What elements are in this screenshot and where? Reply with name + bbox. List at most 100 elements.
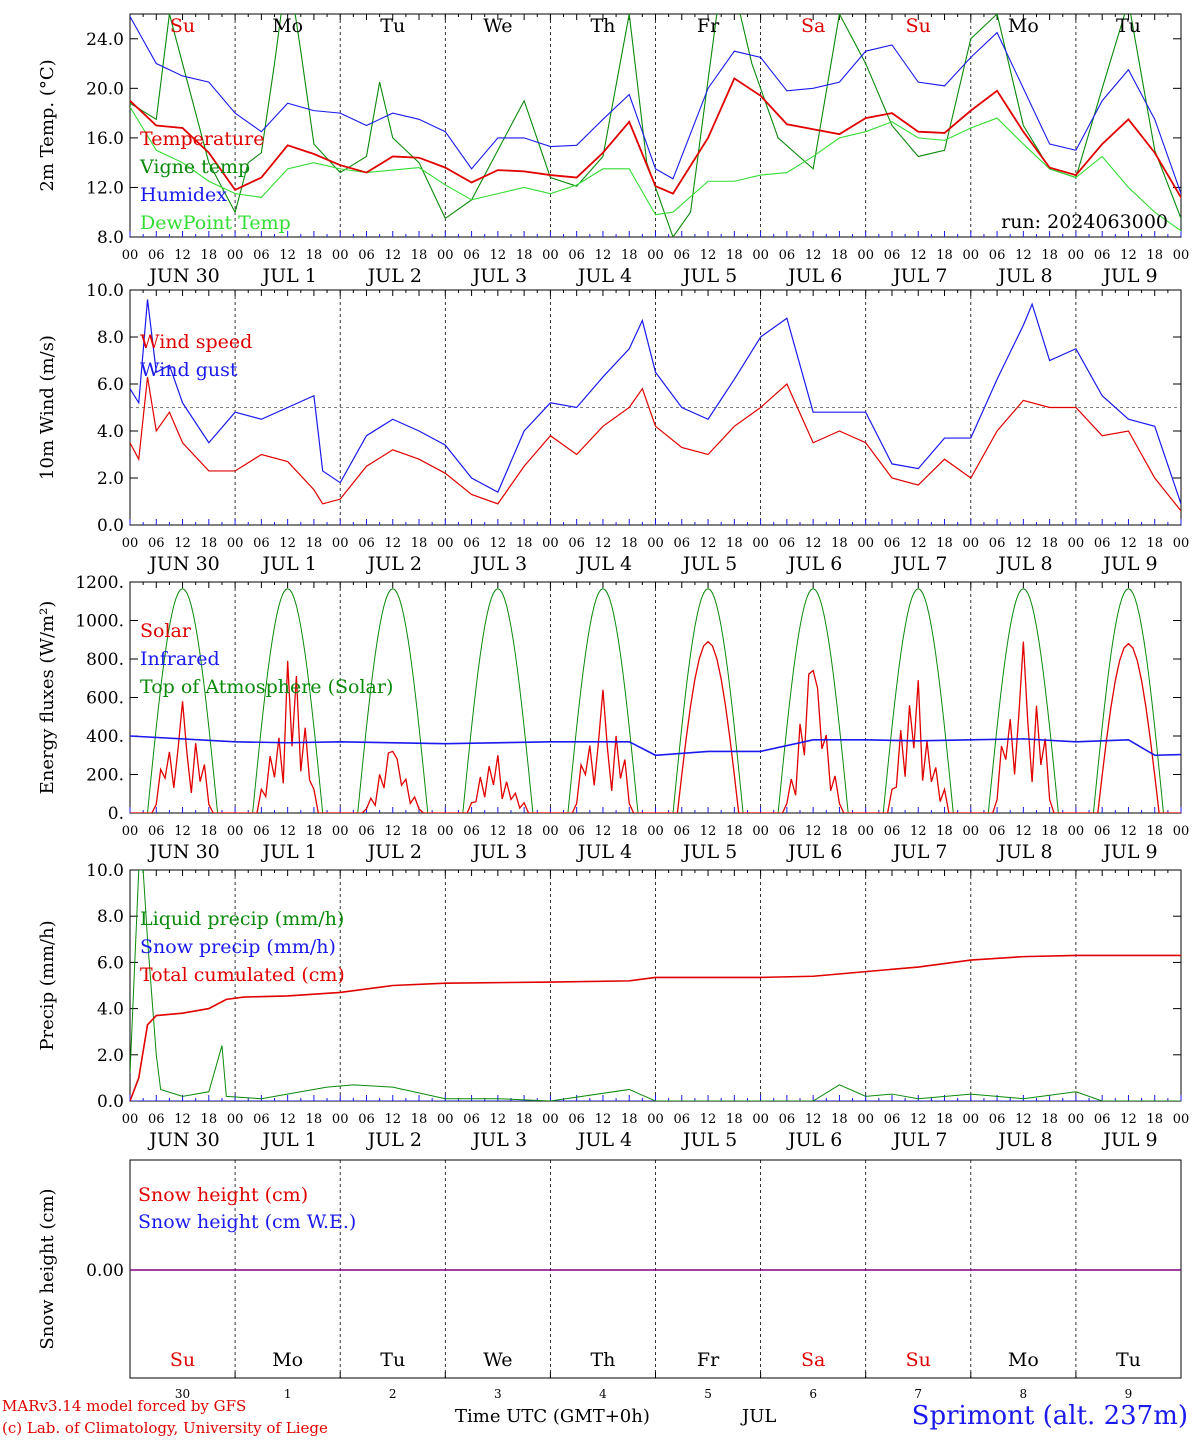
- hour-tick-label: 06: [989, 1112, 1006, 1127]
- legend-2-0: Wind speed: [140, 331, 252, 353]
- hour-tick-label: 06: [674, 1112, 691, 1127]
- hour-tick-label: 12: [910, 824, 927, 839]
- y-tick-label: 10.0: [86, 861, 124, 881]
- y-tick-label: 8.0: [97, 907, 124, 927]
- date-label: JUL 1: [260, 841, 316, 863]
- day-number: 5: [704, 1387, 712, 1401]
- day-number: 8: [1020, 1387, 1028, 1401]
- legend-3-1: Infrared: [140, 648, 220, 670]
- date-label: JUL 2: [366, 553, 422, 575]
- hour-tick-label: 18: [306, 1112, 323, 1127]
- day-name-top: Mo: [272, 15, 303, 37]
- hour-tick-label: 18: [831, 824, 848, 839]
- y-tick-label: 24.0: [86, 30, 124, 50]
- hour-tick-label: 18: [621, 1112, 638, 1127]
- hour-tick-label: 06: [463, 824, 480, 839]
- hour-tick-label: 12: [279, 248, 296, 263]
- hour-tick-label: 00: [332, 536, 349, 551]
- hour-tick-label: 06: [779, 536, 796, 551]
- date-label: JUL 3: [471, 1129, 527, 1151]
- y-tick-label: 0.0: [97, 516, 124, 536]
- hour-tick-label: 00: [963, 824, 980, 839]
- y-tick-label: 200.: [86, 766, 124, 786]
- date-label: JUL 2: [366, 1129, 422, 1151]
- date-label: JUL 6: [786, 553, 842, 575]
- hour-tick-label: 00: [1173, 824, 1190, 839]
- hour-tick-label: 12: [1015, 1112, 1032, 1127]
- hour-tick-label: 18: [621, 824, 638, 839]
- series-dewpoint-temp: [130, 106, 1181, 232]
- y-tick-label: 600.: [86, 689, 124, 709]
- day-number: 4: [599, 1387, 607, 1401]
- date-label: JUL 4: [576, 553, 632, 575]
- day-number: 2: [389, 1387, 397, 1401]
- day-name-top: Th: [590, 15, 615, 37]
- hour-tick-label: 06: [358, 1112, 375, 1127]
- day-number: 3: [494, 1387, 502, 1401]
- day-number: 7: [914, 1387, 922, 1401]
- hour-tick-label: 00: [752, 536, 769, 551]
- hour-tick-label: 06: [674, 248, 691, 263]
- date-label: JUL 6: [786, 1129, 842, 1151]
- hour-tick-label: 00: [1173, 1112, 1190, 1127]
- precip-y-axis-label: Precip (mm/h): [37, 920, 58, 1050]
- legend-3-0: Solar: [140, 620, 192, 642]
- hour-tick-label: 18: [831, 536, 848, 551]
- date-label: JUL 9: [1101, 553, 1157, 575]
- hour-axis-4: 00 06 12 18 JUN 30 00 06 12 18 JUL 1 00 06 12 18 JUL 2…: [122, 1112, 1190, 1151]
- hour-tick-label: 06: [1094, 248, 1111, 263]
- legend-1-2: Humidex: [140, 184, 227, 206]
- day-name-top: Su: [170, 15, 195, 37]
- precip-series: [130, 870, 1181, 1101]
- hour-tick-label: 18: [1146, 1112, 1163, 1127]
- date-label: JUL 7: [891, 265, 947, 287]
- y-tick-label: 2.0: [97, 469, 124, 489]
- hour-tick-label: 06: [884, 1112, 901, 1127]
- hour-tick-label: 18: [621, 248, 638, 263]
- hour-tick-label: 00: [647, 248, 664, 263]
- hour-tick-label: 12: [384, 824, 401, 839]
- hour-tick-label: 06: [568, 1112, 585, 1127]
- y-tick-label: 0.: [108, 804, 124, 824]
- hour-tick-label: 12: [805, 824, 822, 839]
- hour-tick-label: 00: [542, 824, 559, 839]
- hour-tick-label: 00: [227, 536, 244, 551]
- hour-tick-label: 12: [490, 824, 507, 839]
- hour-tick-label: 18: [936, 536, 953, 551]
- date-label: JUL 9: [1101, 265, 1157, 287]
- hour-tick-label: 00: [122, 1112, 139, 1127]
- panel-frame-4: 0.0 2.0 4.0 6.0 8.0 10.0: [86, 861, 1182, 1112]
- hour-tick-label: 00: [647, 536, 664, 551]
- hour-tick-label: 12: [1120, 824, 1137, 839]
- hour-tick-label: 00: [857, 536, 874, 551]
- series-wind-gust: [130, 299, 1181, 505]
- date-label: JUL 2: [366, 841, 422, 863]
- hour-tick-label: 12: [595, 536, 612, 551]
- legend-5-0: Snow height (cm): [138, 1184, 308, 1206]
- hour-tick-label: 18: [726, 248, 743, 263]
- series-infrared: [130, 735, 1181, 757]
- hour-tick-label: 12: [1015, 536, 1032, 551]
- hour-tick-label: 18: [411, 824, 428, 839]
- hour-tick-label: 12: [174, 824, 191, 839]
- date-label: JUL 3: [471, 553, 527, 575]
- hour-tick-label: 12: [700, 1112, 717, 1127]
- hour-tick-label: 12: [595, 824, 612, 839]
- date-label: JUL 8: [996, 553, 1052, 575]
- day-name-top: We: [483, 15, 512, 37]
- hour-tick-label: 06: [358, 824, 375, 839]
- temp-series: [130, 14, 1181, 237]
- hour-axis-3: 00 06 12 18 JUN 30 00 06 12 18 JUL 1 00 06 12 18 JUL 2…: [122, 824, 1190, 863]
- hour-tick-label: 18: [516, 536, 533, 551]
- legend-4-1: Snow precip (mm/h): [140, 936, 336, 958]
- day-name-top: Fr: [697, 15, 720, 37]
- hour-tick-label: 00: [1173, 536, 1190, 551]
- hour-tick-label: 06: [779, 824, 796, 839]
- day-name-bottom: Mo: [1008, 1349, 1039, 1371]
- hour-tick-label: 06: [148, 824, 165, 839]
- series-temperature: [130, 77, 1181, 200]
- hour-tick-label: 00: [437, 824, 454, 839]
- day-name-top: Tu: [1116, 15, 1141, 37]
- hour-tick-label: 00: [857, 248, 874, 263]
- legend-3-2: Top of Atmosphere (Solar): [140, 676, 393, 698]
